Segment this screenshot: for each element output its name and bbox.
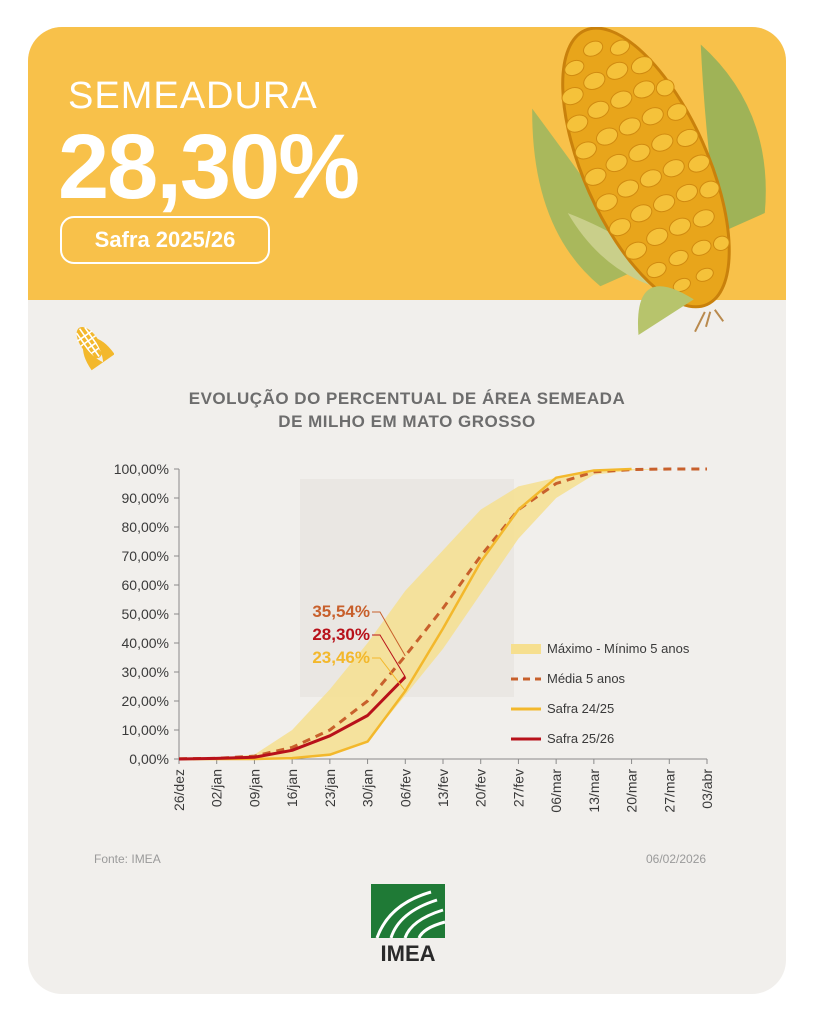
x-tick-label: 13/fev	[435, 769, 451, 807]
infographic-card: SEMEADURA 28,30% Safra 2025/26	[28, 27, 786, 994]
x-tick-label: 23/jan	[322, 769, 338, 807]
headline: SEMEADURA	[68, 75, 318, 117]
legend-label: Safra 24/25	[547, 701, 614, 716]
legend-swatch	[511, 644, 541, 654]
x-tick-label: 26/dez	[171, 769, 187, 811]
chart-title: EVOLUÇÃO DO PERCENTUAL DE ÁREA SEMEADA D…	[28, 387, 786, 433]
x-tick-label: 27/mar	[661, 769, 677, 813]
y-tick-label: 90,00%	[122, 490, 169, 506]
series-line-2	[179, 467, 632, 761]
imea-logo: IMEA	[371, 884, 446, 964]
legend-label: Máximo - Mínimo 5 anos	[547, 641, 690, 656]
x-tick-label: 13/mar	[586, 769, 602, 813]
x-tick-label: 20/mar	[624, 769, 640, 813]
x-tick-label: 27/fev	[510, 769, 526, 807]
x-tick-label: 16/jan	[284, 769, 300, 807]
x-tick-label: 30/jan	[360, 769, 376, 807]
y-tick-label: 50,00%	[122, 606, 169, 622]
y-tick-label: 80,00%	[122, 519, 169, 535]
x-tick-label: 03/abr	[699, 769, 715, 809]
y-tick-label: 10,00%	[122, 722, 169, 738]
date-label: 06/02/2026	[646, 852, 707, 866]
annotation-leader	[372, 657, 406, 692]
legend-label: Safra 25/26	[547, 731, 614, 746]
x-tick-label: 06/fev	[397, 769, 413, 807]
y-tick-label: 100,00%	[114, 461, 169, 477]
corn-icon	[75, 326, 114, 371]
source-label: Fonte: IMEA	[94, 852, 161, 866]
cob	[562, 28, 730, 307]
chart-title-line: DE MILHO EM MATO GROSSO	[278, 412, 536, 431]
y-tick-label: 20,00%	[122, 693, 169, 709]
sowing-progress-chart: 0,00% 10,00% 20,00% 30,00% 40,00% 50,00% 60,00…	[114, 461, 715, 813]
y-tick-label: 30,00%	[122, 664, 169, 680]
series-line-1	[178, 467, 707, 761]
logo-text: IMEA	[381, 941, 436, 964]
y-tick-label: 70,00%	[122, 548, 169, 564]
annotation-leader	[372, 611, 406, 657]
legend-label: Média 5 anos	[547, 671, 626, 686]
data-label: 35,54%	[312, 602, 370, 621]
x-tick-label: 09/jan	[246, 769, 262, 807]
series-line-3	[178, 675, 407, 761]
x-tick-label: 06/mar	[548, 769, 564, 813]
y-tick-label: 60,00%	[122, 577, 169, 593]
data-label: 23,46%	[312, 648, 370, 667]
y-tick-label: 40,00%	[122, 635, 169, 651]
chart-title-line: EVOLUÇÃO DO PERCENTUAL DE ÁREA SEMEADA	[188, 389, 626, 408]
data-label: 28,30%	[312, 625, 370, 644]
y-tick-label: 0,00%	[129, 751, 169, 767]
x-tick-label: 02/jan	[209, 769, 225, 807]
headline-value: 28,30%	[58, 116, 360, 218]
corn-cob-illustration	[532, 27, 766, 335]
x-tick-label: 20/fev	[473, 769, 489, 807]
season-badge: Safra 2025/26	[60, 216, 270, 264]
annotation-leader	[372, 634, 406, 678]
range-band	[179, 469, 707, 759]
